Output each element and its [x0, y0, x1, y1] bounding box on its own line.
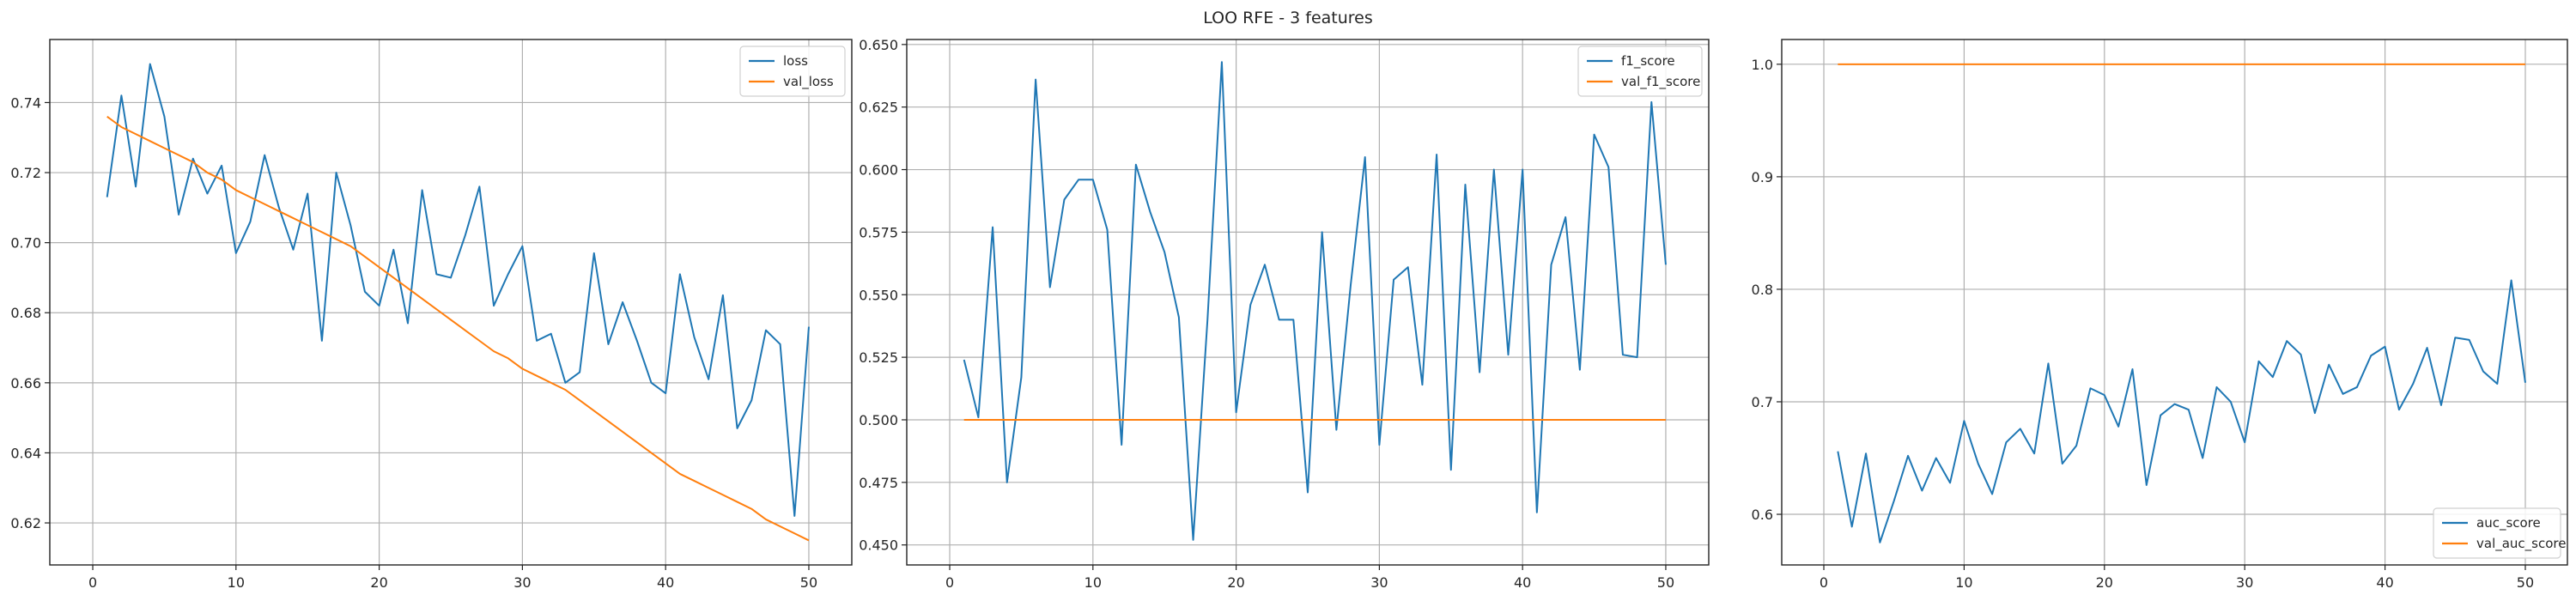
- axes-frame: [906, 39, 1710, 566]
- x-tick-label: 10: [1955, 574, 1972, 591]
- x-tick-label: 50: [2517, 574, 2534, 591]
- x-tick-label: 50: [800, 574, 817, 591]
- y-tick-label: 0.6: [1752, 507, 1773, 523]
- y-tick-label: 0.625: [859, 100, 898, 116]
- x-tick-label: 0: [945, 574, 954, 591]
- x-tick-label: 10: [1084, 574, 1102, 591]
- y-tick-label: 0.62: [10, 515, 41, 531]
- legend-label-loss: loss: [783, 53, 808, 69]
- figure-title: LOO RFE - 3 features: [1203, 9, 1373, 27]
- series-line-f1-score: [963, 61, 1667, 541]
- y-tick-label: 0.500: [859, 412, 898, 428]
- y-tick-label: 0.475: [859, 475, 898, 491]
- y-tick-label: 0.9: [1752, 169, 1773, 185]
- x-tick-label: 30: [2236, 574, 2253, 591]
- y-tick-label: 0.525: [859, 349, 898, 366]
- y-tick-label: 0.650: [859, 37, 898, 53]
- x-tick-label: 0: [1820, 574, 1828, 591]
- x-tick-label: 40: [2376, 574, 2393, 591]
- legend-label-f1-score: f1_score: [1621, 53, 1675, 70]
- y-tick-label: 0.66: [10, 375, 41, 392]
- x-tick-label: 30: [513, 574, 531, 591]
- chart-panel-1: 0 10 20 30 40 50 0.62 0.64 0.66 0.68 0.70 0.72 0.74 l…: [10, 39, 853, 591]
- x-tick-label: 50: [1657, 574, 1674, 591]
- x-tick-label: 30: [1370, 574, 1388, 591]
- axes-frame: [49, 39, 853, 566]
- y-tick-label: 1.0: [1752, 57, 1773, 73]
- x-tick-label: 20: [370, 574, 387, 591]
- y-tick-label: 0.450: [859, 537, 898, 554]
- legend: f1_score val_f1_score: [1577, 46, 1703, 97]
- x-tick-label: 20: [2096, 574, 2113, 591]
- y-tick-label: 0.72: [10, 165, 41, 181]
- legend-box: [739, 46, 846, 97]
- y-tick-label: 0.70: [10, 235, 41, 252]
- x-tick-label: 40: [1514, 574, 1531, 591]
- legend-label-val-auc-score: val_auc_score: [2476, 536, 2567, 552]
- y-tick-label: 0.575: [859, 224, 898, 240]
- legend: loss val_loss: [739, 46, 846, 97]
- x-tick-label: 40: [657, 574, 674, 591]
- y-tick-label: 0.64: [10, 445, 41, 461]
- axes-frame: [1781, 39, 2568, 566]
- chart-panel-2: 0 10 20 30 40 50 0.450 0.475 0.500 0.525 0.550 0.57…: [859, 37, 1710, 591]
- y-tick-label: 0.7: [1752, 394, 1773, 410]
- legend-label-auc-score: auc_score: [2476, 515, 2541, 531]
- legend-label-val-f1-score: val_f1_score: [1621, 74, 1700, 90]
- x-tick-label: 0: [88, 574, 97, 591]
- x-tick-label: 20: [1227, 574, 1244, 591]
- x-tick-label: 10: [228, 574, 245, 591]
- series-line-auc-score: [1837, 279, 2526, 543]
- legend: auc_score val_auc_score: [2433, 507, 2567, 559]
- series-line-loss: [106, 63, 810, 517]
- legend-label-val-loss: val_loss: [783, 74, 834, 90]
- y-tick-label: 0.600: [859, 162, 898, 179]
- chart-panel-3: 0 10 20 30 40 50 0.6 0.7 0.8 0.9 1.0 auc_score val_a…: [1752, 39, 2568, 591]
- y-tick-label: 0.550: [859, 287, 898, 303]
- y-tick-label: 0.68: [10, 305, 41, 321]
- legend-box: [2433, 507, 2561, 559]
- y-tick-label: 0.74: [10, 94, 41, 111]
- legend-box: [1577, 46, 1703, 97]
- series-line-val-loss: [106, 115, 810, 542]
- y-tick-label: 0.8: [1752, 282, 1773, 298]
